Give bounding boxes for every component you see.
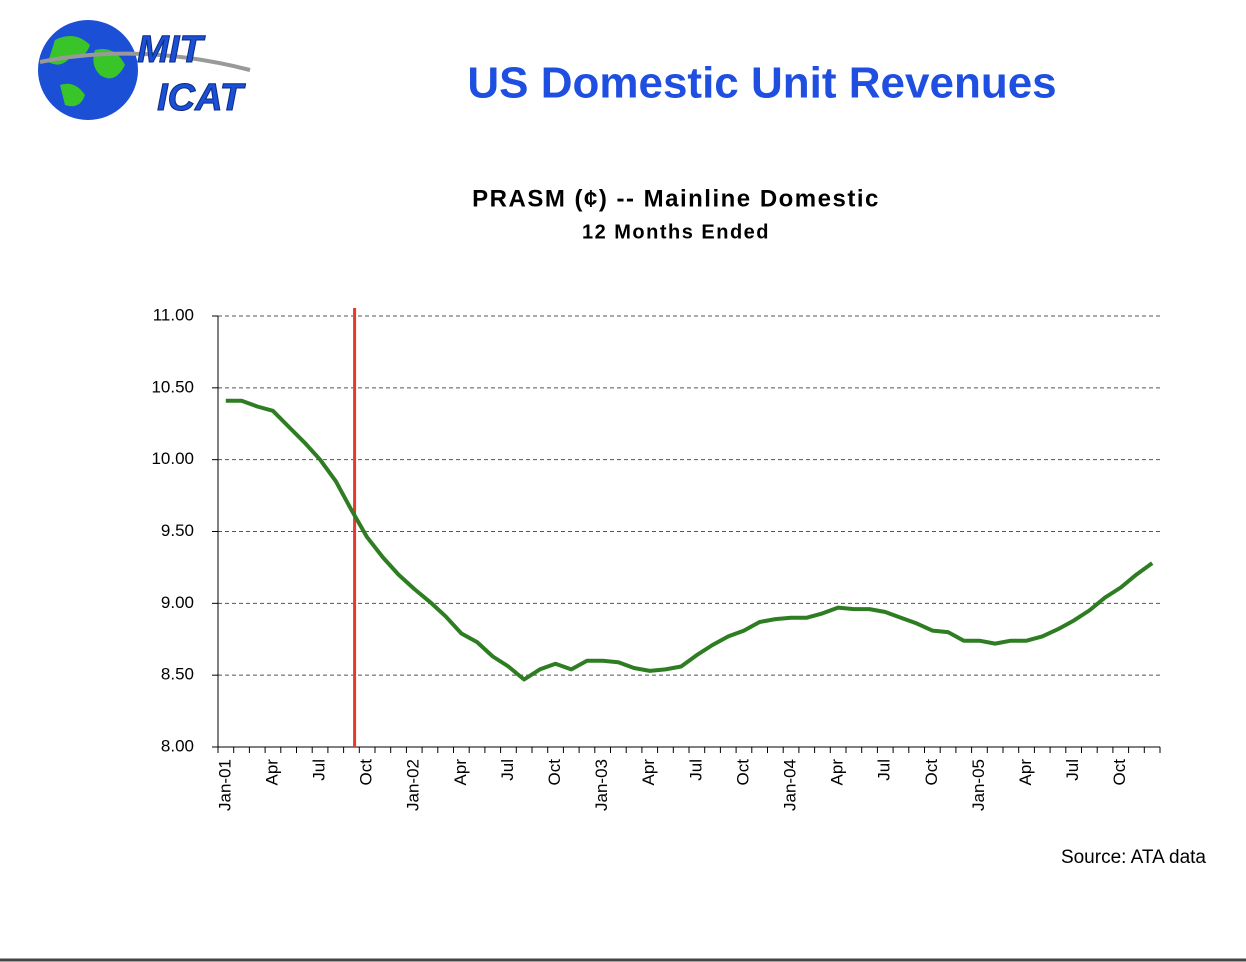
x-tick-label: Oct bbox=[1110, 759, 1129, 786]
x-tick-label: Jul bbox=[875, 759, 894, 781]
x-tick-label: Jul bbox=[1063, 759, 1082, 781]
x-tick-label: Oct bbox=[357, 759, 376, 786]
x-tick-label: Oct bbox=[922, 759, 941, 786]
x-tick-label: Apr bbox=[828, 759, 847, 786]
x-tick-label: Apr bbox=[639, 759, 658, 786]
chart-title: PRASM (¢) -- Mainline Domestic bbox=[472, 185, 880, 212]
x-tick-label: Jan-03 bbox=[592, 759, 611, 811]
x-tick-label: Jul bbox=[686, 759, 705, 781]
y-tick-label: 10.50 bbox=[151, 377, 194, 396]
x-tick-label: Oct bbox=[733, 759, 752, 786]
x-tick-label: Apr bbox=[1016, 759, 1035, 786]
y-tick-label: 9.50 bbox=[161, 521, 194, 540]
x-tick-label: Apr bbox=[451, 759, 470, 786]
chart-subtitle: 12 Months Ended bbox=[582, 221, 770, 243]
y-tick-label: 8.50 bbox=[161, 665, 194, 684]
globe bbox=[38, 20, 138, 120]
x-tick-label: Jan-05 bbox=[969, 759, 988, 811]
logo: MIT ICAT bbox=[38, 20, 251, 120]
x-tick-label: Jul bbox=[310, 759, 329, 781]
y-tick-label: 10.00 bbox=[151, 449, 194, 468]
x-tick-label: Oct bbox=[545, 759, 564, 786]
y-tick-label: 9.00 bbox=[161, 593, 194, 612]
data-line bbox=[225, 398, 1154, 682]
x-tick-label: Jan-01 bbox=[215, 759, 234, 811]
x-tick-label: Jan-04 bbox=[781, 759, 800, 811]
source-note: Source: ATA data bbox=[1061, 847, 1206, 868]
logo-text: MIT bbox=[137, 29, 205, 71]
x-tick-label: Apr bbox=[262, 759, 281, 786]
slide-title: US Domestic Unit Revenues bbox=[467, 59, 1056, 108]
y-tick-label: 8.00 bbox=[161, 736, 194, 755]
y-tick-label: 11.00 bbox=[153, 305, 194, 324]
x-tick-label: Jan-02 bbox=[404, 759, 423, 811]
x-tick-label: Jul bbox=[498, 759, 517, 781]
swoosh bbox=[39, 51, 251, 72]
logo-text: ICAT bbox=[157, 77, 246, 119]
